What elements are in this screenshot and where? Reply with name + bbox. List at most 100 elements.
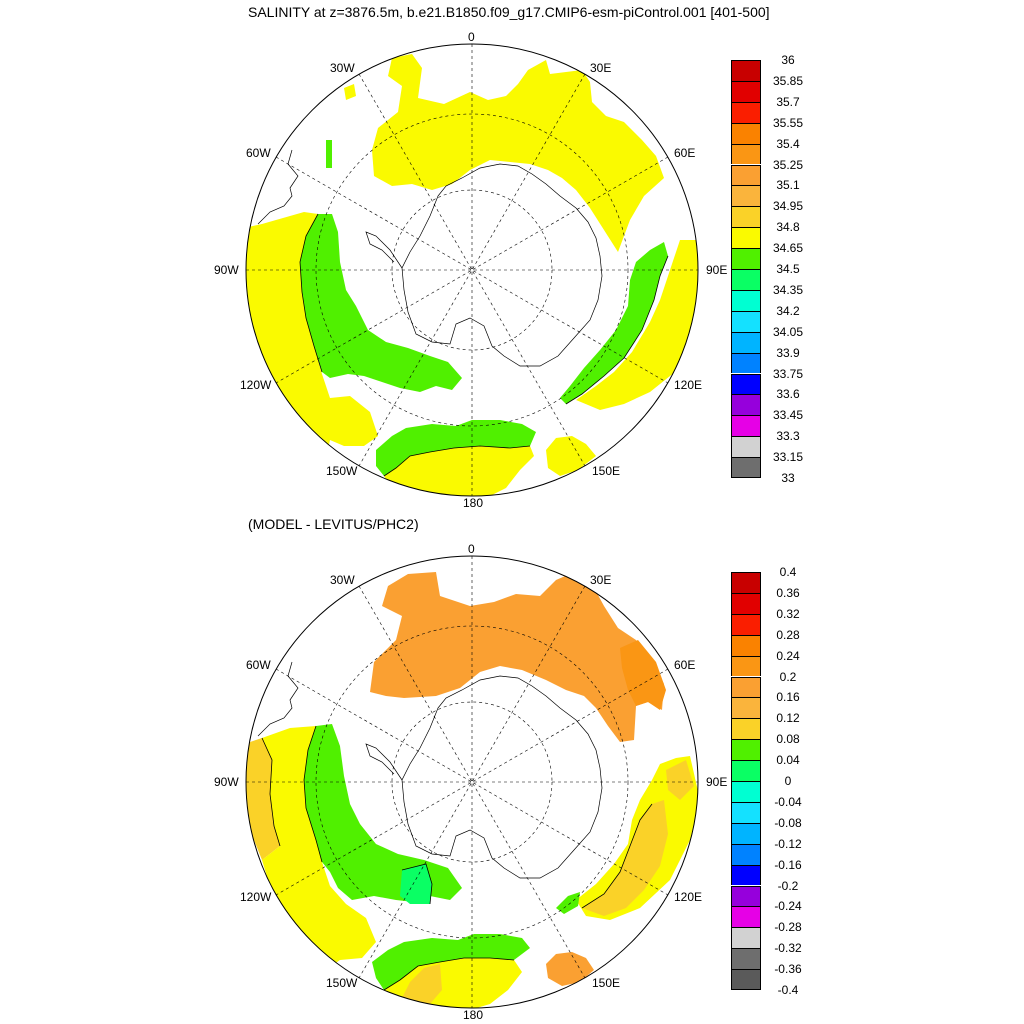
colorbar-swatch <box>731 843 761 865</box>
antarctic-peninsula-outline <box>365 231 403 269</box>
difference-region-mint-west <box>400 864 432 904</box>
salinity-region-yellow-islet <box>344 84 356 100</box>
colorbar-label: -0.32 <box>774 941 802 956</box>
salinity-map <box>245 43 699 497</box>
colorbar-label: 33.6 <box>776 387 800 402</box>
difference-region-light-orange-south <box>400 964 442 1004</box>
colorbar-label: 0.16 <box>776 690 800 705</box>
south-america-outline <box>257 149 299 225</box>
colorbar-label: 0.24 <box>776 648 800 663</box>
colorbar-swatch <box>731 164 761 186</box>
colorbar-label: 34.5 <box>776 262 800 276</box>
longitude-label-60w: 60W <box>246 658 271 672</box>
main-title: SALINITY at z=3876.5m, b.e21.B1850.f09_g… <box>248 4 770 20</box>
salinity-region-green-west <box>300 214 462 392</box>
colorbar-swatch <box>731 436 761 458</box>
colorbar-label: 33.45 <box>772 408 804 423</box>
colorbar-swatch <box>731 122 761 144</box>
colorbar-label: 35.85 <box>772 73 804 88</box>
colorbar-label: 0.2 <box>779 669 797 684</box>
difference-region-orange-150e <box>546 952 594 986</box>
colorbar-label: 0.08 <box>776 732 800 747</box>
longitude-label-150e: 150E <box>592 464 621 478</box>
colorbar-swatch <box>731 572 761 593</box>
colorbar-label: 35.7 <box>776 94 800 109</box>
colorbar-swatch <box>731 697 761 719</box>
colorbar-label: 33.3 <box>776 429 800 444</box>
colorbar-swatch <box>731 927 761 949</box>
longitude-label-30w: 30W <box>330 573 355 587</box>
colorbar-label: -0.28 <box>774 920 802 935</box>
salinity-contour-west <box>299 213 323 373</box>
graticule <box>246 44 698 496</box>
colorbar-swatch <box>731 613 761 635</box>
antarctica-outline-diff <box>401 675 603 879</box>
colorbar-swatch <box>731 373 761 395</box>
antarctica-outline <box>401 163 603 367</box>
longitude-label-120e: 120E <box>674 378 703 392</box>
colorbar-label: -0.36 <box>774 962 802 977</box>
colorbar-swatch <box>731 634 761 656</box>
colorbar-label: 0.4 <box>779 565 797 579</box>
colorbar-label: -0.04 <box>774 794 802 809</box>
colorbar-swatch <box>731 248 761 269</box>
longitude-label-30w: 30W <box>330 61 355 75</box>
salinity-region-yellow-north <box>372 54 664 252</box>
colorbar-label: 34.2 <box>776 303 800 318</box>
colorbar-swatch <box>731 206 761 228</box>
longitude-label-0: 0 <box>468 30 475 44</box>
salinity-region-green-east <box>560 242 668 404</box>
difference-map <box>245 555 699 1009</box>
colorbar-label: 34.35 <box>772 282 804 297</box>
colorbar-label: -0.12 <box>774 836 802 851</box>
colorbar-label: 0.28 <box>776 627 800 642</box>
colorbar-label: 33.15 <box>772 450 804 465</box>
colorbar-label: 0 <box>784 774 792 788</box>
colorbar-swatch <box>731 760 761 781</box>
difference-region-light-orange-90e <box>666 760 694 800</box>
longitude-label-60e: 60E <box>674 146 696 160</box>
difference-region-green-east <box>556 892 580 914</box>
graticule-diff <box>246 556 698 1008</box>
colorbar-swatch <box>731 457 761 478</box>
antarctic-peninsula-outline-diff <box>365 743 403 781</box>
colorbar-swatch <box>731 60 761 81</box>
salinity-region-yellow-east <box>576 240 698 410</box>
salinity-region-green-south <box>376 420 536 476</box>
colorbar-swatch <box>731 718 761 740</box>
colorbar-swatch <box>731 739 761 761</box>
longitude-label-0: 0 <box>468 542 475 556</box>
colorbar-label: 36 <box>781 53 795 67</box>
colorbar-swatch <box>731 655 761 677</box>
colorbar-label: 34.65 <box>772 241 804 256</box>
colorbar-swatch <box>731 80 761 102</box>
difference-contour-mint <box>401 863 433 905</box>
colorbar-label: 33 <box>781 471 795 485</box>
colorbar-swatch <box>731 331 761 353</box>
colorbar-label: 34.8 <box>776 220 800 235</box>
map-border-diff <box>245 555 699 1009</box>
colorbar-swatch <box>731 781 761 802</box>
difference-region-green-west <box>304 724 462 902</box>
colorbar-swatch <box>731 801 761 823</box>
longitude-label-60w: 60W <box>246 146 271 160</box>
difference-region-orange-north <box>370 572 664 742</box>
salinity-field <box>246 54 698 496</box>
difference-region-light-orange-east <box>582 800 668 916</box>
longitude-label-120w: 120W <box>240 890 272 904</box>
colorbar-swatch <box>731 289 761 311</box>
colorbar-swatch <box>731 864 761 886</box>
difference-field <box>246 572 698 1008</box>
colorbar-label: 35.4 <box>776 136 800 151</box>
salinity-region-green-islet <box>326 140 332 168</box>
difference-region-green-south <box>372 934 530 990</box>
colorbar-swatch <box>731 969 761 990</box>
south-america-outline-diff <box>257 661 299 737</box>
colorbar-swatch <box>731 101 761 123</box>
difference-contour-west <box>303 725 323 863</box>
colorbar-label: -0.24 <box>774 899 802 914</box>
salinity-contour-south <box>383 445 531 477</box>
longitude-label-150w: 150W <box>326 464 358 478</box>
longitude-label-180: 180 <box>463 496 484 510</box>
colorbar-label: -0.4 <box>777 983 799 997</box>
